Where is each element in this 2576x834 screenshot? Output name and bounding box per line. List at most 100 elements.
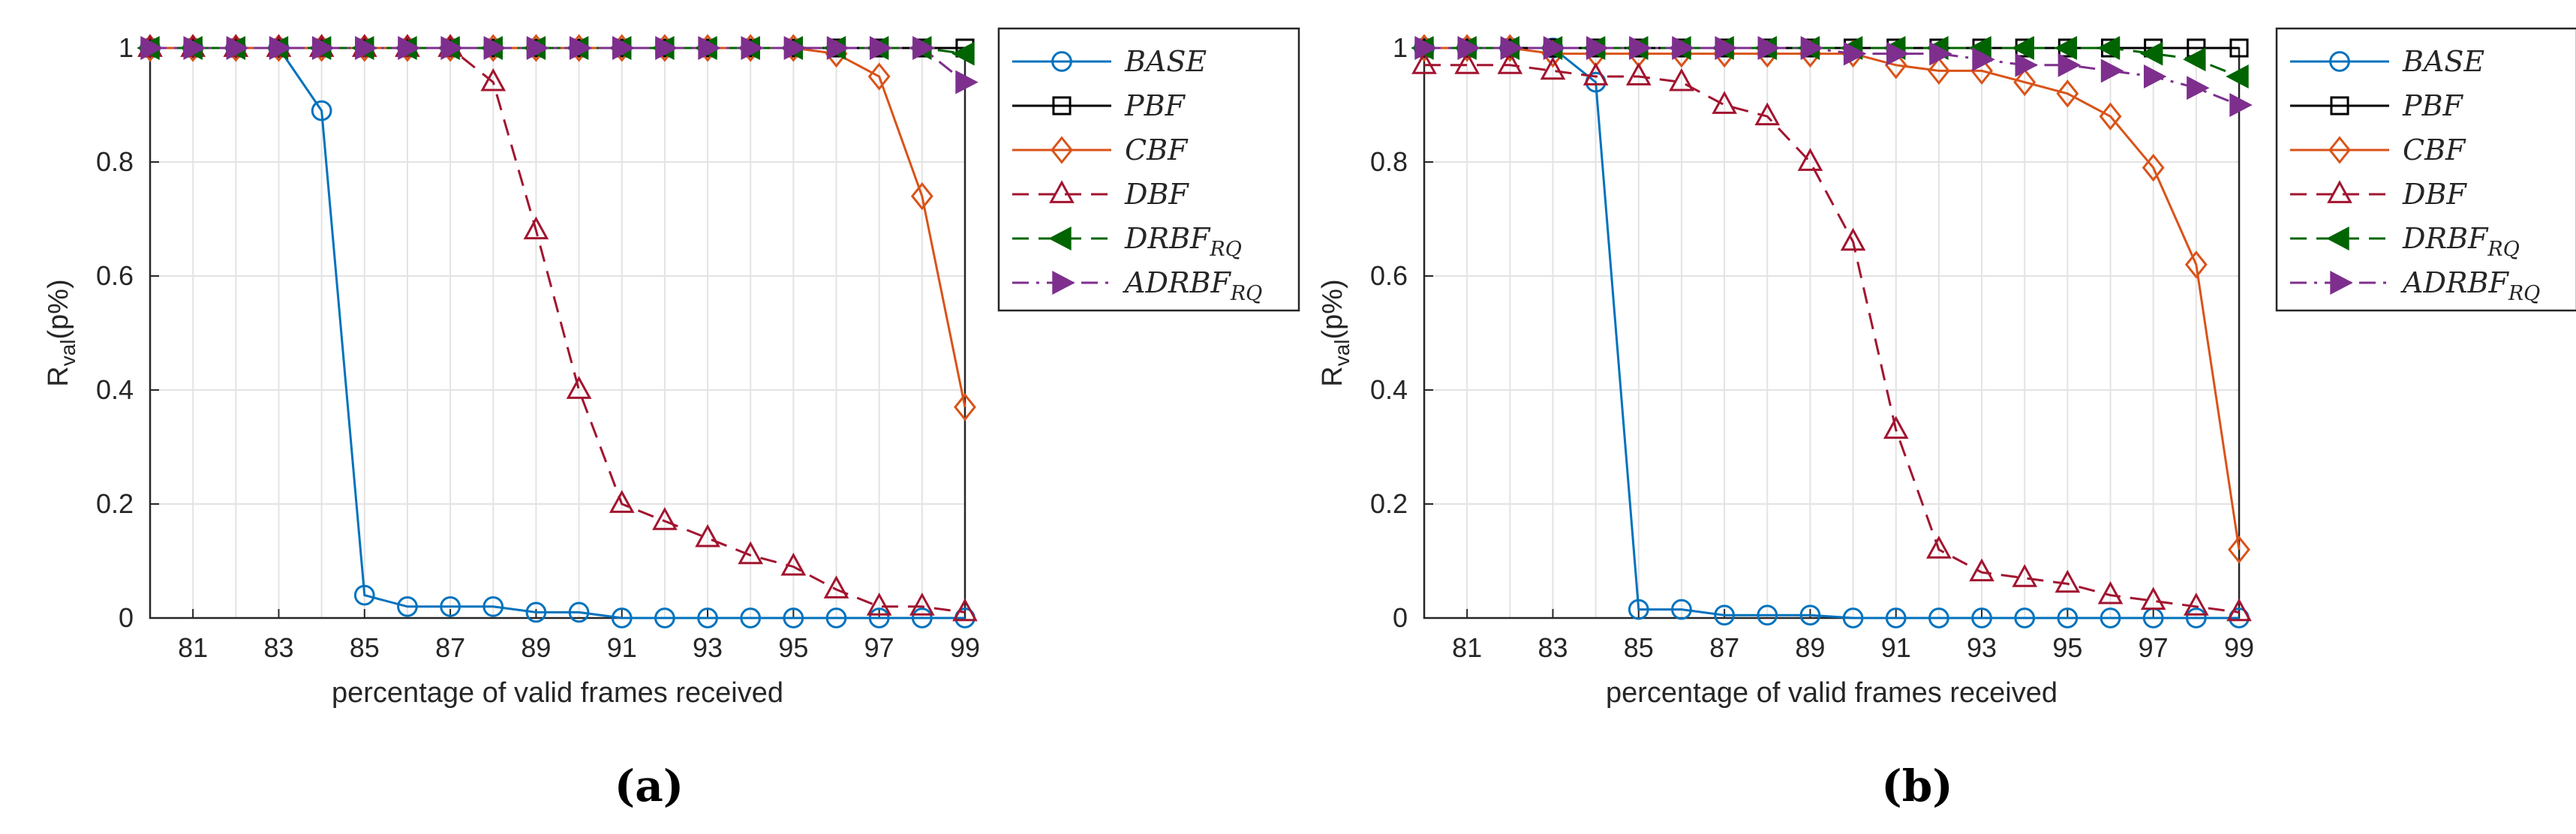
- data-point: [2183, 47, 2206, 72]
- legend-box: [997, 27, 1300, 312]
- data-point: [741, 36, 764, 60]
- x-tick-label: 97: [2139, 632, 2169, 663]
- x-tick-label: 99: [2224, 632, 2254, 663]
- data-point: [1800, 36, 1824, 60]
- series-adrbf-rq: [140, 36, 978, 94]
- panel-caption: (a): [615, 760, 684, 812]
- x-tick-label: 87: [435, 632, 465, 663]
- x-axis-label: percentage of valid frames received: [332, 677, 783, 709]
- data-point: [2056, 80, 2079, 108]
- data-point: [2100, 58, 2124, 83]
- data-point: [867, 62, 891, 91]
- legend-entry: ADRBFRQ: [1123, 266, 1262, 305]
- data-point: [868, 608, 890, 628]
- data-point: [911, 608, 933, 628]
- data-point: [355, 36, 378, 60]
- legend-marker: [2328, 136, 2351, 164]
- legend-entry-name: DRBF: [2402, 222, 2489, 255]
- data-point: [440, 36, 464, 60]
- x-tick-label: 95: [778, 632, 808, 663]
- series-cbf: [139, 34, 976, 422]
- data-point: [1543, 36, 1567, 60]
- data-point: [311, 36, 335, 60]
- data-point: [1883, 416, 1909, 440]
- legend-marker: [1051, 136, 1073, 164]
- data-point: [525, 602, 547, 623]
- panel-caption: (b): [1881, 760, 1952, 812]
- axes-box: [1423, 46, 2241, 620]
- data-point: [1969, 558, 1994, 582]
- legend-entry-name: DRBF: [1124, 222, 1211, 255]
- y-axis-label-main: R: [1317, 366, 1348, 386]
- chart-panel-b: 81 83 85 87 89 91 93 95 97 99 0 0.2 0.4 0.6 0.8 1 percen…: [1317, 27, 2576, 812]
- y-axis-label-tail: (p%): [43, 279, 74, 339]
- data-point: [1629, 36, 1652, 60]
- data-point: [951, 41, 975, 66]
- y-tick-label: 1: [1393, 32, 1408, 63]
- x-tick-label: 89: [1795, 632, 1825, 663]
- data-point: [2142, 153, 2165, 182]
- data-point: [609, 490, 635, 513]
- legend-marker: [1052, 271, 1075, 295]
- data-point: [2184, 250, 2208, 279]
- data-point: [2143, 64, 2167, 88]
- legend-entry-subscript: RQ: [1209, 238, 1241, 261]
- x-tick-label: 91: [1881, 632, 1911, 663]
- y-tick-label: 0.2: [96, 488, 134, 519]
- data-point: [1799, 604, 1821, 626]
- legend-entry: BASE: [2402, 45, 2484, 78]
- data-point: [910, 182, 933, 211]
- y-tick-label: 0: [119, 602, 134, 633]
- data-point: [2184, 592, 2209, 616]
- data-point: [2012, 564, 2038, 587]
- data-point: [2228, 536, 2250, 564]
- data-point: [1929, 41, 1952, 66]
- y-axis-label-sub: val: [1330, 339, 1354, 366]
- series-base: [140, 38, 975, 628]
- y-tick-label: 0.4: [96, 374, 134, 405]
- data-point: [2139, 41, 2163, 66]
- data-point: [1757, 36, 1781, 60]
- data-point: [1714, 604, 1735, 626]
- data-point: [655, 36, 678, 60]
- data-point: [825, 608, 847, 628]
- data-point: [826, 36, 850, 60]
- data-point: [698, 36, 721, 60]
- data-point: [1669, 68, 1694, 92]
- x-tick-label: 99: [950, 632, 980, 663]
- y-tick-label: 0: [1393, 602, 1408, 633]
- legend-entry: CBF: [1125, 134, 1189, 166]
- data-point: [1540, 56, 1566, 80]
- data-point: [1712, 91, 1737, 114]
- series-line: [1424, 46, 2239, 620]
- x-axis-label: percentage of valid frames received: [1606, 677, 2057, 709]
- legend-entry: PBF: [2402, 89, 2463, 122]
- data-point: [1885, 608, 1907, 628]
- data-point: [1754, 102, 1781, 126]
- data-point: [2054, 569, 2081, 593]
- data-point: [353, 584, 375, 606]
- data-point: [866, 592, 892, 616]
- legend-entry-name: CBF: [1125, 134, 1189, 166]
- y-tick-label: 0.8: [1370, 146, 1408, 177]
- x-tick-label: 81: [178, 632, 208, 663]
- data-point: [2187, 76, 2210, 100]
- data-point: [2229, 93, 2253, 117]
- data-point: [398, 36, 421, 60]
- y-tick-label: 1: [119, 32, 134, 63]
- data-point: [569, 36, 593, 60]
- data-point: [1625, 62, 1652, 86]
- series-dbf: [137, 34, 978, 622]
- data-point: [2011, 36, 2034, 60]
- data-point: [1500, 36, 1524, 60]
- legend-entry-name: BASE: [1124, 45, 1207, 78]
- legend-entry: CBF: [2403, 134, 2466, 166]
- data-point: [2054, 36, 2078, 60]
- legend-marker: [1048, 226, 1072, 250]
- ticks: 81 83 85 87 89 91 93 95 97 99 0 0.2 0.4 0.6 0.8 1: [1370, 32, 2254, 663]
- data-point: [2013, 68, 2036, 97]
- chart-panel-a: 81 83 85 87 89 91 93 95 97 99 0 0.2 0.4 0.6 0.8 1 percen…: [43, 27, 1300, 812]
- x-tick-label: 93: [693, 632, 723, 663]
- y-axis-label-tail: (p%): [1317, 279, 1348, 339]
